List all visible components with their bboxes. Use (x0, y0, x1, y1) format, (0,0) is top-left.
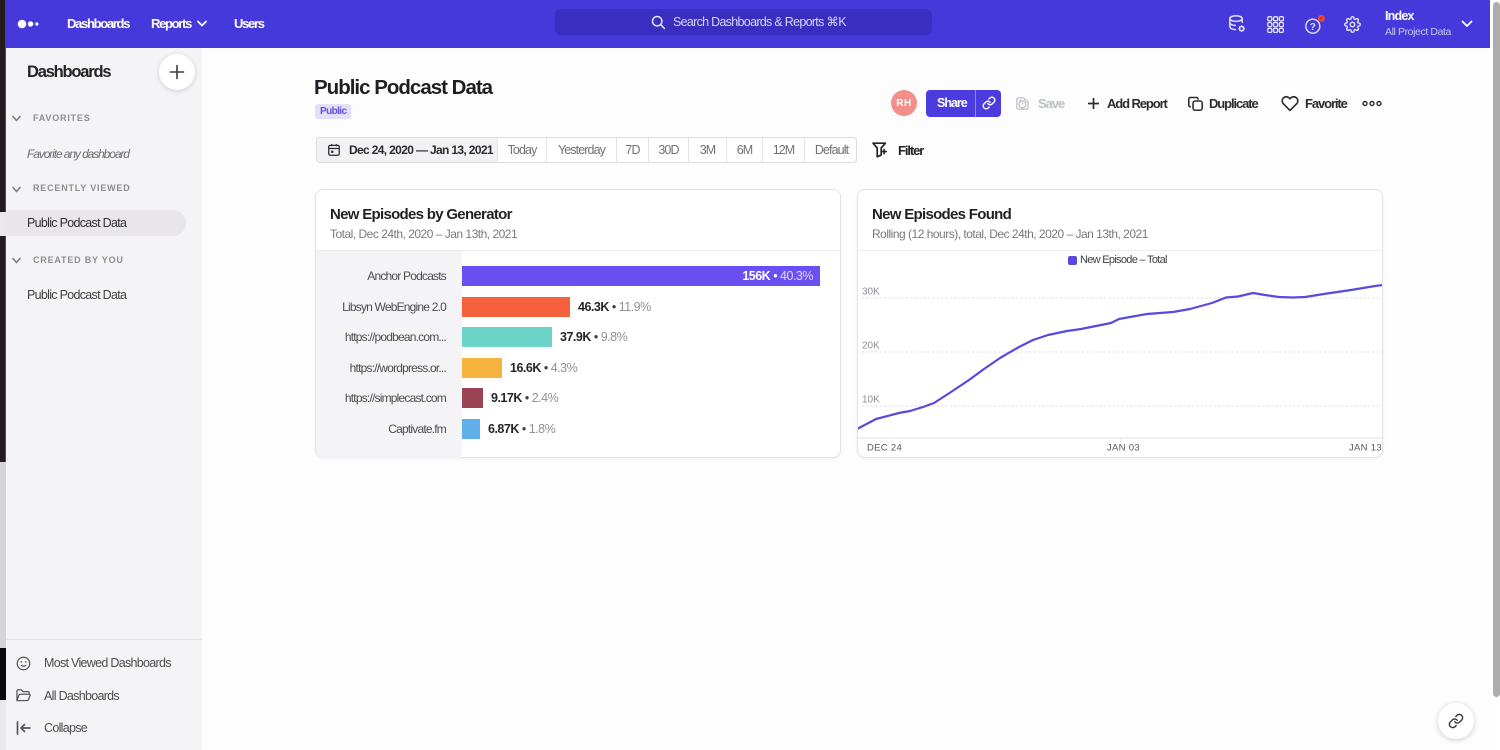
svg-text:?: ? (1310, 22, 1316, 33)
svg-text:DEC 24: DEC 24 (867, 443, 902, 454)
svg-text:JAN 13: JAN 13 (1349, 443, 1382, 454)
svg-text:10K: 10K (862, 395, 880, 406)
svg-text:20K: 20K (862, 341, 880, 352)
svg-text:30K: 30K (862, 287, 880, 298)
svg-text:JAN 03: JAN 03 (1107, 443, 1140, 454)
